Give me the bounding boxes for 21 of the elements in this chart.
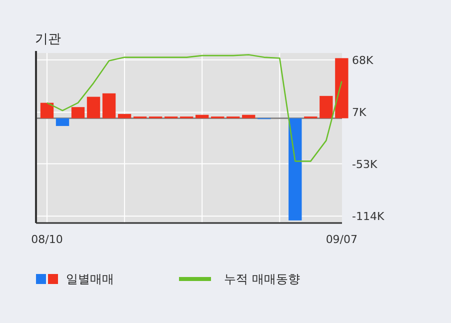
- bar: [242, 114, 256, 118]
- y-tick-label: 68K: [352, 54, 374, 67]
- bar: [335, 58, 348, 118]
- x-tick-label: 09/07: [326, 233, 358, 246]
- bar: [320, 96, 333, 118]
- line-series: [46, 54, 342, 162]
- bar: [56, 118, 70, 126]
- legend-label: 일별매매: [66, 272, 114, 286]
- y-tick-label: 7K: [352, 106, 367, 120]
- y-tick-label: -53K: [352, 158, 378, 171]
- bar: [196, 114, 209, 118]
- bar: [71, 107, 85, 118]
- legend-label: 누적 매매동향: [224, 272, 300, 286]
- chart-title: 기관: [35, 32, 61, 47]
- x-tick-label: 08/10: [31, 233, 63, 246]
- bar: [102, 93, 116, 118]
- bar: [288, 118, 302, 220]
- bar: [86, 96, 100, 118]
- bar: [118, 114, 132, 118]
- bar: [40, 102, 54, 118]
- y-tick-label: -114K: [352, 210, 385, 224]
